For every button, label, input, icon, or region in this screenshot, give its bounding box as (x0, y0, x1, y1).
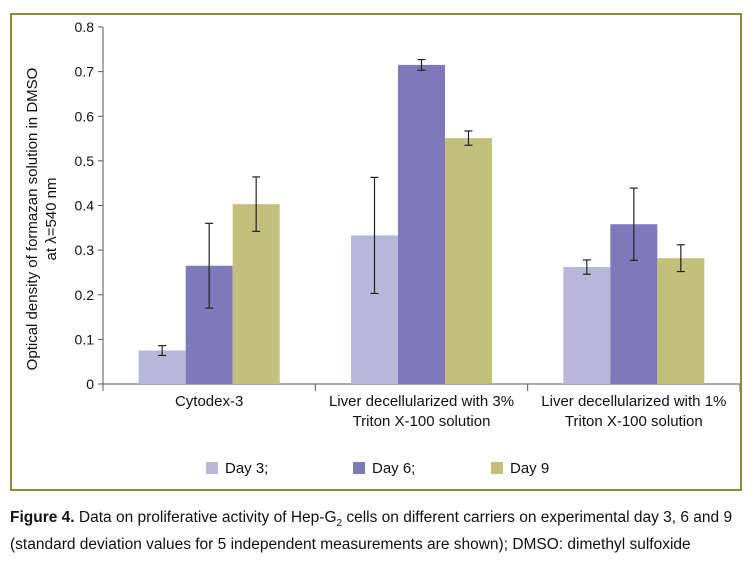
y-tick-label: 0.3 (75, 242, 95, 258)
y-tick-label: 0.7 (75, 64, 95, 80)
y-tick-label: 0.6 (75, 108, 95, 124)
y-axis-title-line1: Optical density of formazan solution in … (24, 68, 41, 371)
bar (657, 258, 705, 384)
legend-swatch (206, 462, 218, 474)
x-category-label: Triton X-100 solution (565, 413, 703, 430)
caption-text-part1: Data on proliferative activity of Hep-G (74, 509, 337, 526)
bar-chart: Optical density of formazan solution in … (24, 19, 740, 477)
y-tick-label: 0.8 (75, 19, 95, 35)
figure-caption: Figure 4. Data on proliferative activity… (10, 507, 748, 555)
x-category-label: Cytodex-3 (175, 393, 243, 410)
y-tick-label: 0.4 (75, 198, 95, 214)
caption-text-part2: cells on different carriers on experimen… (10, 509, 733, 554)
y-tick-label: 0 (86, 376, 94, 392)
bar (445, 138, 492, 384)
x-category-label: Triton X-100 solution (353, 413, 491, 430)
x-category-label: Liver decellularized with 3% (329, 393, 514, 410)
figure-label: Figure 4. (10, 509, 75, 526)
bar (398, 64, 445, 385)
legend-label: Day 3; (225, 460, 268, 477)
legend-label: Day 6; (372, 460, 415, 477)
bar (138, 350, 186, 384)
legend-label: Day 9 (510, 460, 549, 477)
y-tick-label: 0.5 (75, 153, 95, 169)
legend-swatch (491, 462, 503, 474)
y-axis-title-line2: at λ=540 nm (43, 178, 60, 261)
y-tick-label: 0.2 (75, 287, 95, 303)
caption-subscript: 2 (336, 518, 343, 530)
chart-frame: Optical density of formazan solution in … (10, 13, 742, 491)
bar (232, 204, 280, 384)
legend-swatch (353, 462, 365, 474)
y-tick-label: 0.1 (75, 331, 95, 347)
x-category-label: Liver decellularized with 1% (541, 393, 726, 410)
bar (563, 267, 611, 384)
